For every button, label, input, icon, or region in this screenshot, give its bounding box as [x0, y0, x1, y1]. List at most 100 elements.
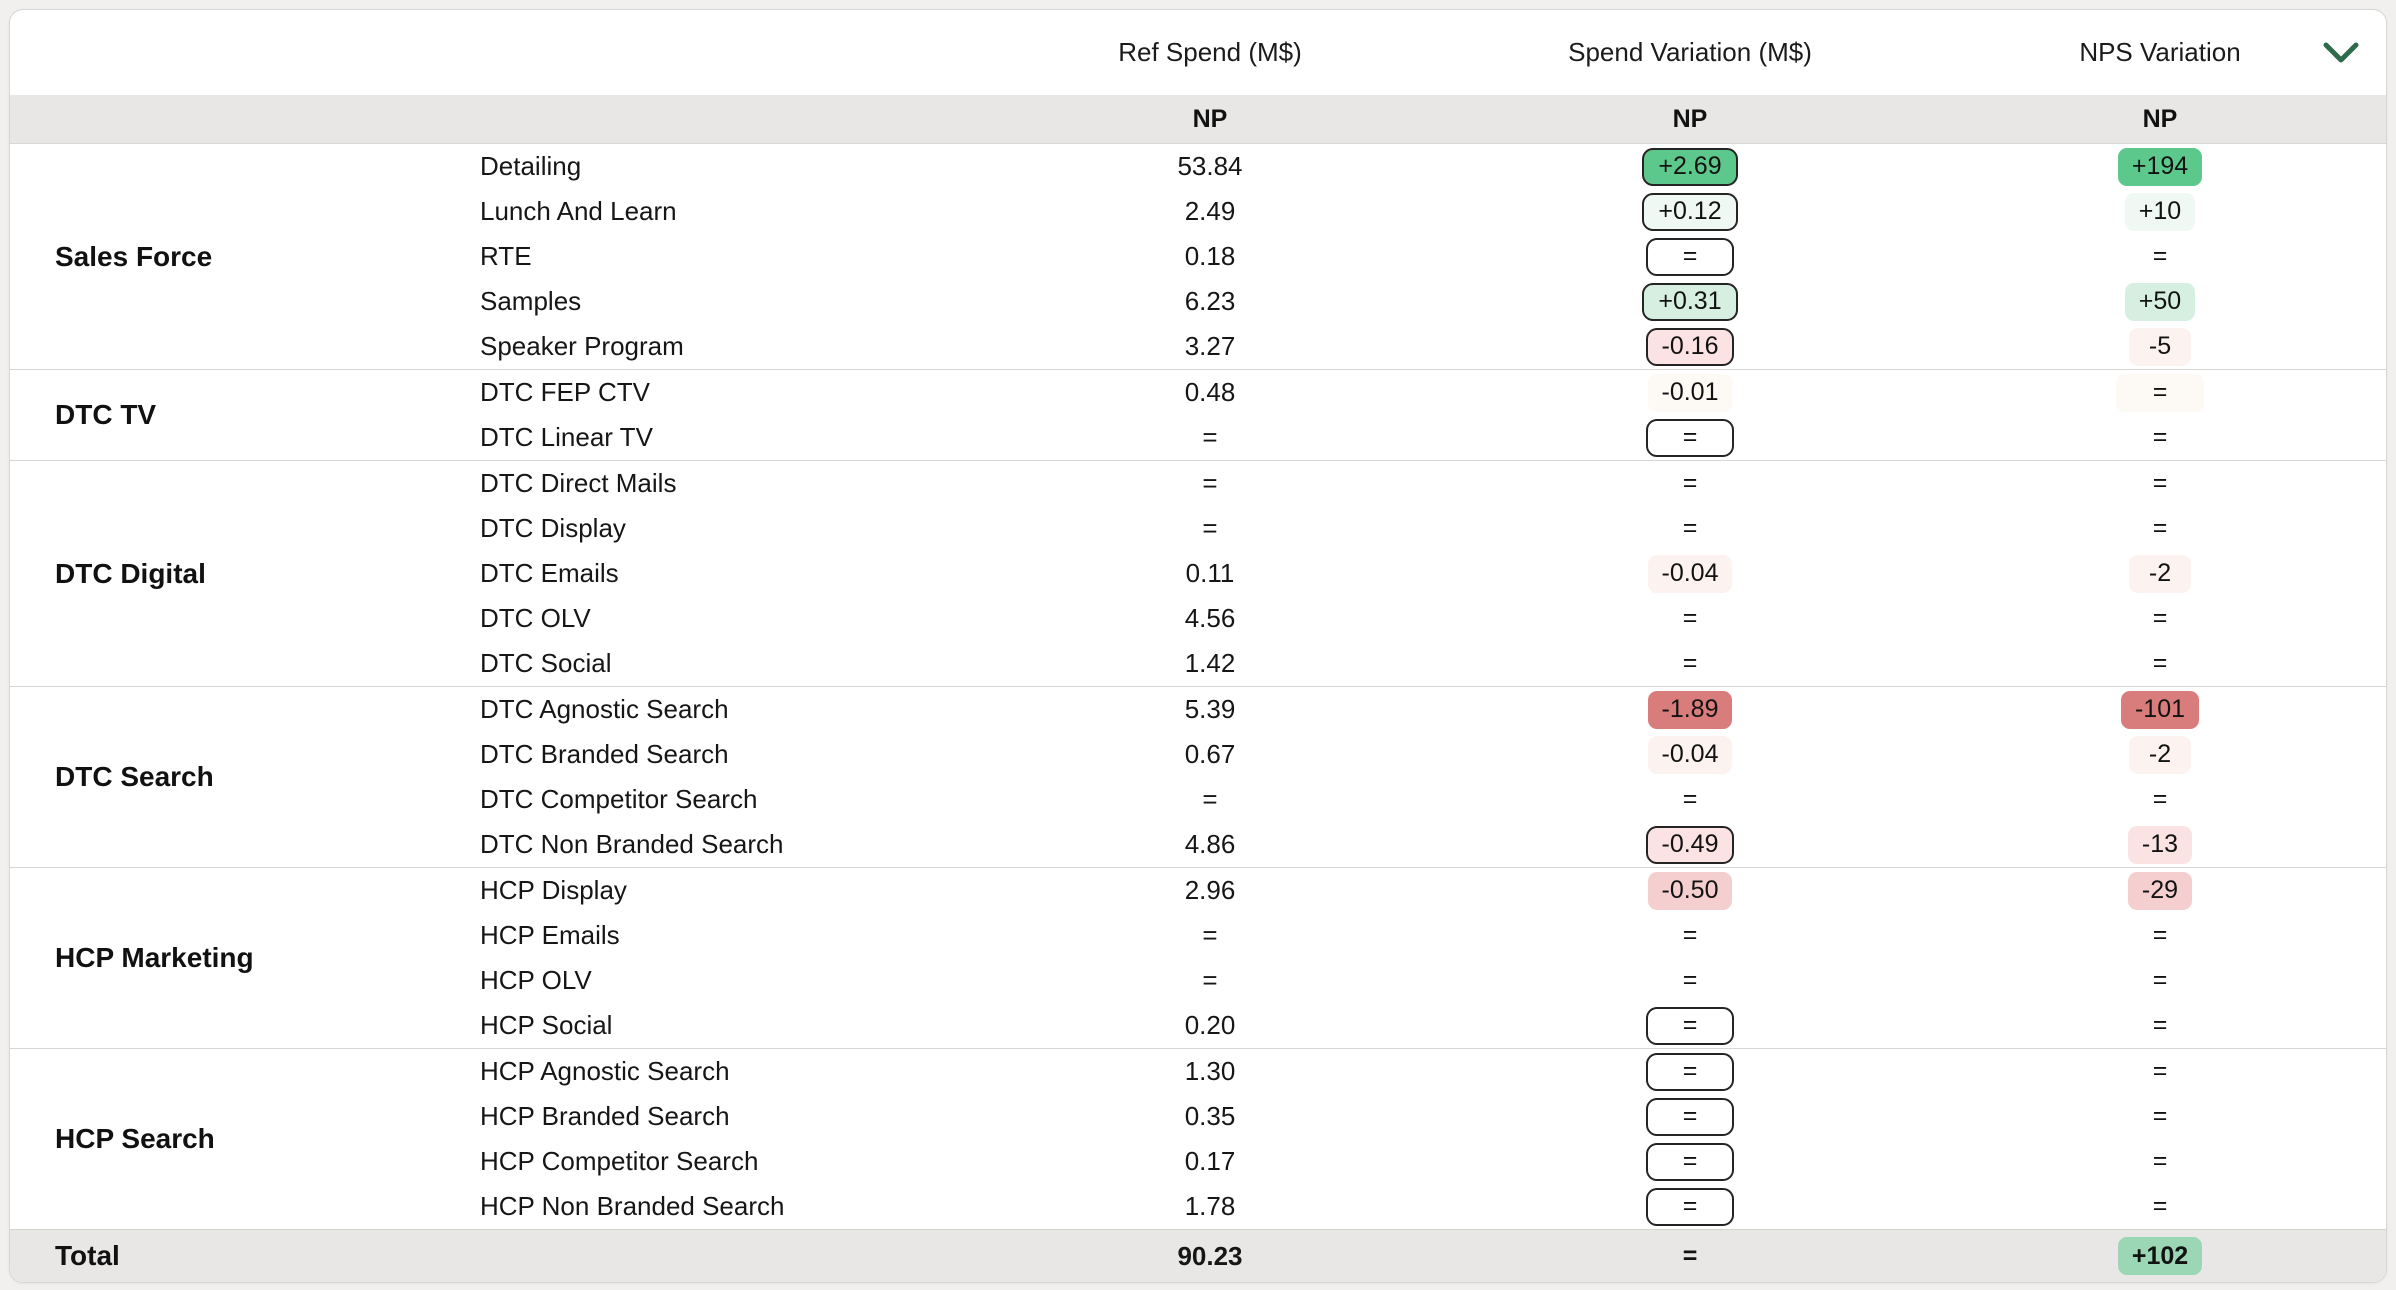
spend-variation-badge: =	[1682, 604, 1698, 632]
spend-variation-badge[interactable]: =	[1646, 1052, 1734, 1091]
spend-variation-badge[interactable]: +0.31	[1642, 282, 1738, 321]
spend-variation-badge: =	[1682, 649, 1698, 677]
spend-variation-cell: =	[1410, 1006, 1970, 1045]
nps-variation-badge: +10	[2124, 192, 2196, 231]
table-row: Speaker Program 3.27 -0.16 -5	[480, 324, 2386, 369]
table-row: DTC Direct Mails = = =	[480, 461, 2386, 506]
spend-variation-cell: +0.12	[1410, 192, 1970, 231]
table-row: DTC Emails 0.11 -0.04 -2	[480, 551, 2386, 596]
nps-variation-cell: +194	[1970, 147, 2350, 186]
nps-variation-cell: +10	[1970, 192, 2350, 231]
nps-variation-cell: =	[1970, 1007, 2350, 1045]
subheader-ref-spend-np: NP	[1192, 104, 1228, 133]
total-label: Total	[55, 1240, 120, 1271]
nps-variation-badge: -2	[2129, 554, 2191, 593]
channel-label: HCP Branded Search	[480, 1101, 730, 1131]
subheader-spend-variation-np: NP	[1672, 104, 1708, 133]
table-row: HCP Display 2.96 -0.50 -29	[480, 868, 2386, 913]
nps-variation-badge: =	[2152, 1147, 2168, 1175]
nps-variation-badge: +50	[2124, 282, 2196, 321]
nps-variation-cell: +50	[1970, 282, 2350, 321]
channel-label: DTC Emails	[480, 558, 619, 588]
ref-spend-value: 2.96	[1184, 875, 1236, 905]
table-row: HCP Competitor Search 0.17 = =	[480, 1139, 2386, 1184]
group-rows: DTC FEP CTV 0.48 -0.01 = DTC Linear TV = = =	[480, 370, 2386, 460]
table-row: RTE 0.18 = =	[480, 234, 2386, 279]
total-nps-variation-badge: +102	[2117, 1237, 2203, 1275]
spend-variation-cell: -0.04	[1410, 735, 1970, 774]
nps-variation-badge: =	[2116, 373, 2204, 412]
table-row: Lunch And Learn 2.49 +0.12 +10	[480, 189, 2386, 234]
nps-variation-badge: =	[2152, 649, 2168, 677]
group-label: Sales Force	[55, 240, 213, 272]
nps-variation-cell: =	[1970, 238, 2350, 276]
spend-variation-badge: -0.04	[1647, 554, 1733, 593]
column-header-spend-variation: Spend Variation (M$)	[1568, 37, 1812, 67]
group-section: DTC Search DTC Agnostic Search 5.39 -1.89 -1…	[10, 686, 2386, 867]
spend-variation-cell: -0.50	[1410, 871, 1970, 910]
spend-variation-cell: =	[1410, 600, 1970, 638]
spend-variation-cell: =	[1410, 1097, 1970, 1136]
nps-variation-badge: -13	[2127, 825, 2193, 864]
spend-variation-badge[interactable]: +2.69	[1642, 147, 1738, 186]
nps-variation-badge: =	[2152, 423, 2168, 451]
nps-variation-cell: -2	[1970, 554, 2350, 593]
column-header-ref-spend: Ref Spend (M$)	[1118, 37, 1302, 67]
spend-variation-badge[interactable]: =	[1646, 1006, 1734, 1045]
channel-label: Speaker Program	[480, 331, 684, 361]
ref-spend-value: 0.18	[1184, 241, 1236, 271]
nps-variation-cell: =	[1970, 373, 2350, 412]
channel-label: DTC FEP CTV	[480, 377, 650, 407]
total-row: Total 90.23 = +102	[10, 1229, 2386, 1282]
table-row: Samples 6.23 +0.31 +50	[480, 279, 2386, 324]
spend-variation-badge[interactable]: -0.16	[1645, 327, 1735, 366]
ref-spend-value: 0.17	[1184, 1146, 1236, 1176]
spend-variation-badge: -1.89	[1647, 690, 1733, 729]
spend-variation-badge: =	[1682, 469, 1698, 497]
nps-variation-badge: -2	[2129, 735, 2191, 774]
nps-variation-cell: =	[1970, 419, 2350, 457]
collapse-columns-button[interactable]	[2316, 35, 2366, 71]
ref-spend-value: 1.30	[1184, 1056, 1236, 1086]
spend-variation-badge[interactable]: -0.49	[1645, 825, 1735, 864]
nps-variation-badge: -101	[2120, 690, 2200, 729]
nps-variation-badge: =	[2152, 469, 2168, 497]
group-label: DTC TV	[55, 399, 157, 430]
group-rows: HCP Display 2.96 -0.50 -29 HCP Emails = = = HCP …	[480, 868, 2386, 1048]
nps-variation-cell: -13	[1970, 825, 2350, 864]
group-section: DTC Digital DTC Direct Mails = = = DTC Displa…	[10, 460, 2386, 686]
nps-variation-cell: =	[1970, 600, 2350, 638]
spend-table-card: Ref Spend (M$) Spend Variation (M$) NPS …	[9, 9, 2387, 1283]
ref-spend-value: 4.86	[1184, 829, 1236, 859]
spend-variation-badge[interactable]: =	[1646, 237, 1734, 276]
spend-variation-cell: -0.04	[1410, 554, 1970, 593]
channel-label: RTE	[480, 241, 532, 271]
group-label: DTC Digital	[55, 557, 206, 589]
spend-variation-cell: =	[1410, 1142, 1970, 1181]
nps-variation-cell: =	[1970, 1098, 2350, 1136]
group-label: HCP Search	[55, 1123, 215, 1154]
nps-variation-badge: =	[2152, 1057, 2168, 1085]
table-row: HCP Agnostic Search 1.30 = =	[480, 1049, 2386, 1094]
channel-label: DTC Social	[480, 648, 612, 678]
total-spend-variation-badge: =	[1682, 1241, 1698, 1270]
spend-variation-cell: =	[1410, 465, 1970, 503]
nps-variation-cell: -29	[1970, 871, 2350, 910]
spend-variation-badge[interactable]: =	[1646, 418, 1734, 457]
spend-variation-badge: -0.04	[1647, 735, 1733, 774]
table-row: Detailing 53.84 +2.69 +194	[480, 144, 2386, 189]
spend-variation-badge[interactable]: =	[1646, 1142, 1734, 1181]
channel-label: HCP Display	[480, 875, 627, 905]
spend-variation-badge[interactable]: +0.12	[1642, 192, 1738, 231]
channel-label: DTC Linear TV	[480, 422, 653, 452]
spend-variation-badge[interactable]: =	[1646, 1187, 1734, 1226]
spend-variation-badge[interactable]: =	[1646, 1097, 1734, 1136]
ref-spend-value: 3.27	[1184, 331, 1236, 361]
table-header: Ref Spend (M$) Spend Variation (M$) NPS …	[10, 10, 2386, 95]
nps-variation-badge: =	[2152, 604, 2168, 632]
channel-label: Detailing	[480, 151, 582, 181]
spend-variation-badge: =	[1682, 785, 1698, 813]
ref-spend-value: 0.20	[1184, 1010, 1236, 1040]
nps-variation-badge: +194	[2117, 147, 2203, 186]
group-section: Sales Force Detailing 53.84 +2.69 +194 Lunch …	[10, 143, 2386, 369]
